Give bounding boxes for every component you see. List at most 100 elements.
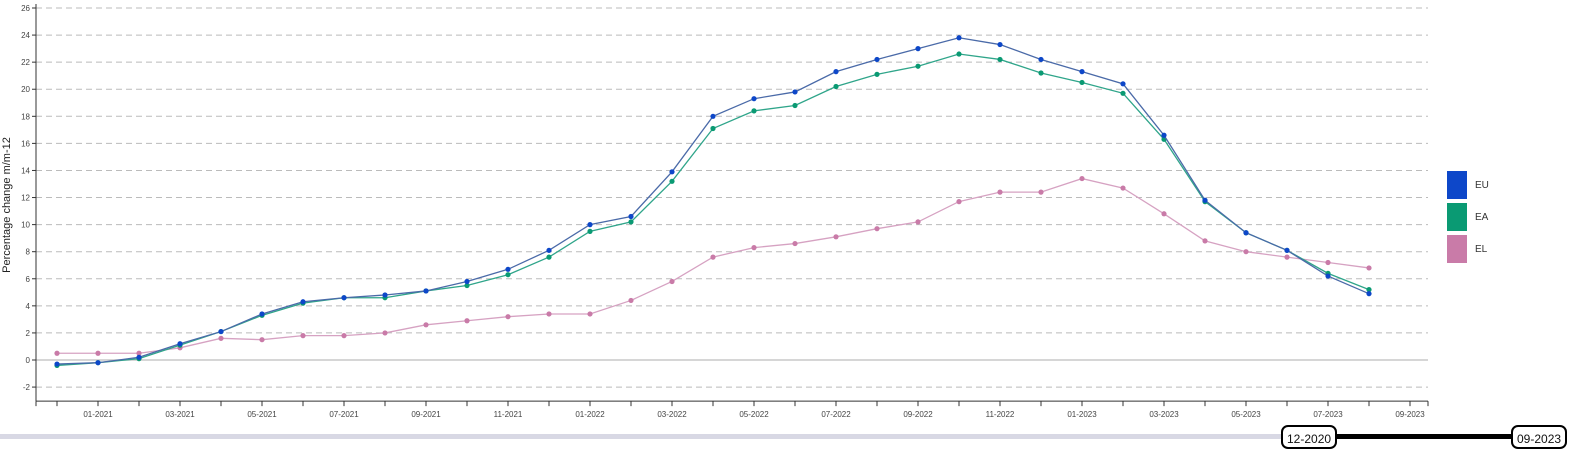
data-point xyxy=(669,178,675,184)
data-point xyxy=(259,337,265,343)
range-slider-selection[interactable] xyxy=(1320,434,1520,439)
data-point xyxy=(587,222,593,228)
series-ea xyxy=(54,51,1372,369)
data-point xyxy=(915,63,921,69)
data-point xyxy=(464,318,470,324)
y-tick-label: 26 xyxy=(21,4,30,13)
y-tick-label: 0 xyxy=(26,356,31,365)
data-point xyxy=(792,89,798,95)
data-point xyxy=(710,113,716,119)
data-point xyxy=(464,282,470,289)
range-slider-track[interactable] xyxy=(0,434,1300,439)
y-tick-label: 6 xyxy=(26,275,31,284)
data-point xyxy=(587,311,593,317)
y-tick-label: 4 xyxy=(26,302,31,311)
y-tick-label: 8 xyxy=(26,248,31,257)
data-point xyxy=(177,341,183,347)
y-tick-label: 16 xyxy=(21,139,30,148)
data-point xyxy=(792,240,798,247)
y-tick-label: 18 xyxy=(21,112,30,121)
x-axis: 01-2021 03-2021 05-2021 07-2021 09-2021 11-20… xyxy=(35,400,1429,419)
y-tick-label: 22 xyxy=(21,58,30,67)
data-point xyxy=(423,288,429,294)
data-point xyxy=(1366,287,1372,293)
data-point xyxy=(54,350,60,356)
range-end-handle[interactable]: 09-2023 xyxy=(1511,425,1568,449)
legend-label: EL xyxy=(1475,243,1488,255)
data-point xyxy=(956,199,962,205)
data-point xyxy=(218,335,224,341)
data-point xyxy=(587,228,593,234)
data-point xyxy=(1120,81,1126,87)
x-tick-label: 03-2021 xyxy=(165,410,195,419)
data-point xyxy=(792,102,798,109)
data-point xyxy=(1079,69,1085,75)
y-tick-label: 24 xyxy=(21,31,30,40)
legend-swatch xyxy=(1447,235,1467,263)
data-point xyxy=(382,330,388,336)
data-point xyxy=(1202,238,1208,244)
y-tick-label: 14 xyxy=(21,166,30,175)
data-point xyxy=(751,108,757,114)
x-tick-label: 05-2022 xyxy=(739,410,769,419)
data-point xyxy=(136,354,142,360)
series-line-ea xyxy=(56,53,1370,367)
series-lines xyxy=(54,35,1372,369)
data-point xyxy=(505,266,511,272)
data-point xyxy=(669,169,675,175)
data-point xyxy=(1038,56,1044,63)
data-point xyxy=(669,278,675,285)
data-point xyxy=(259,311,265,317)
legend-swatch xyxy=(1447,203,1467,231)
y-tick-label: 12 xyxy=(21,194,30,203)
y-tick-label: 10 xyxy=(21,221,30,230)
gridlines xyxy=(36,7,1428,388)
range-start-handle[interactable]: 12-2020 xyxy=(1281,425,1338,449)
data-point xyxy=(341,295,347,301)
y-axis-label: Percentage change m/m-12 xyxy=(1,137,13,273)
legend-label: EA xyxy=(1475,211,1489,223)
legend-item-eu[interactable]: EU xyxy=(1447,169,1489,201)
legend-item-ea[interactable]: EA xyxy=(1447,201,1489,233)
data-point xyxy=(997,41,1003,48)
data-point xyxy=(1120,185,1126,191)
series-eu xyxy=(54,35,1372,367)
x-tick-label: 09-2022 xyxy=(903,410,933,419)
data-point xyxy=(505,272,511,278)
data-point xyxy=(710,125,716,132)
x-tick-label: 05-2021 xyxy=(247,410,277,419)
x-tick-label: 09-2021 xyxy=(411,410,441,419)
x-tick-label: 05-2023 xyxy=(1231,410,1261,419)
data-point xyxy=(546,311,552,317)
series-line-eu xyxy=(56,37,1370,365)
data-point xyxy=(1161,211,1167,217)
data-point xyxy=(423,322,429,328)
data-point xyxy=(1325,259,1331,266)
legend-label: EU xyxy=(1475,179,1489,191)
data-point xyxy=(341,333,347,339)
data-point xyxy=(751,96,757,102)
data-point xyxy=(1202,197,1208,203)
data-point xyxy=(751,245,757,251)
x-tick-label: 03-2023 xyxy=(1149,410,1179,419)
data-point xyxy=(628,219,634,225)
data-point xyxy=(1079,79,1085,86)
data-point xyxy=(1038,70,1044,76)
data-point xyxy=(997,189,1003,195)
data-point xyxy=(546,247,552,253)
data-point xyxy=(874,71,880,77)
y-tick-label: 20 xyxy=(21,85,30,94)
y-tick-label: -2 xyxy=(23,383,31,392)
data-point xyxy=(997,56,1003,63)
x-tick-label: 01-2023 xyxy=(1067,410,1097,419)
data-point xyxy=(136,350,142,356)
data-point xyxy=(218,328,224,335)
data-point xyxy=(300,299,306,305)
data-point xyxy=(95,350,101,356)
series-el xyxy=(54,175,1372,356)
series-line-el xyxy=(57,177,1370,354)
data-point xyxy=(956,35,962,41)
legend-item-el[interactable]: EL xyxy=(1447,233,1489,265)
data-point xyxy=(1120,90,1126,96)
